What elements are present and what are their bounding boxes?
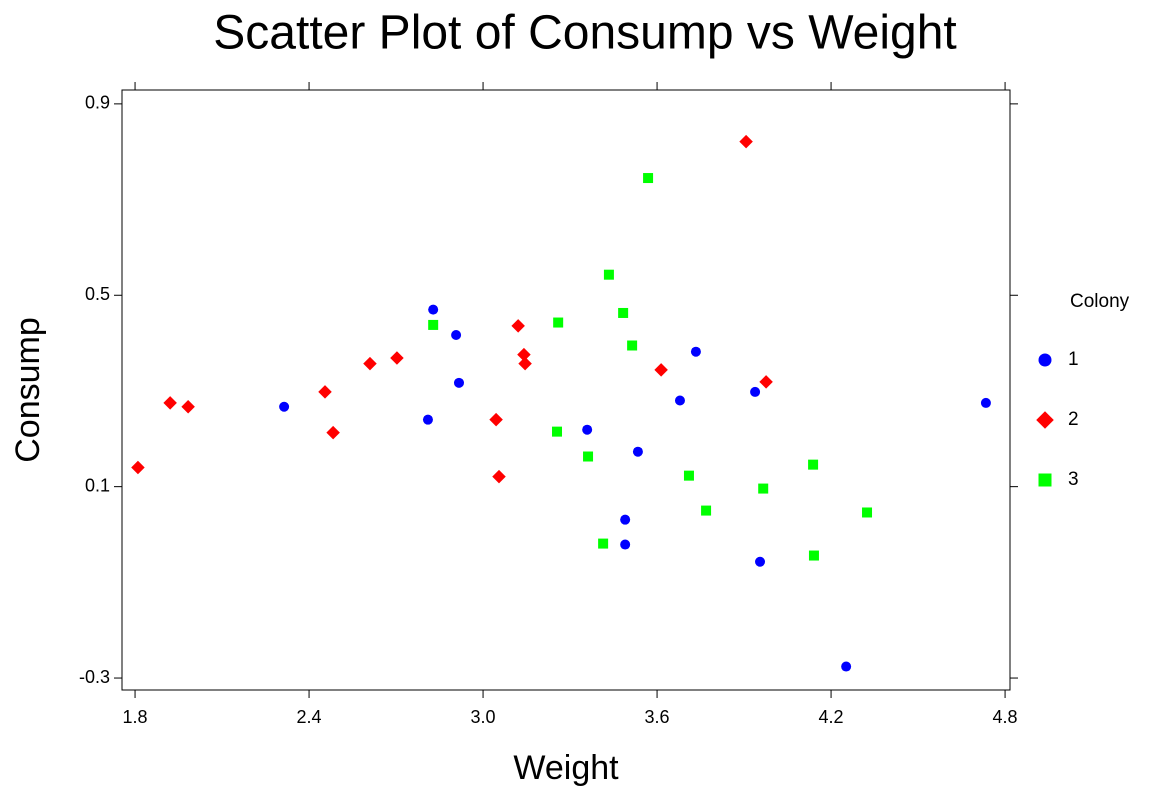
- point: [511, 319, 525, 333]
- plot-frame: [121, 89, 1011, 691]
- point: [583, 451, 594, 462]
- point: [598, 538, 609, 549]
- point: [363, 356, 377, 371]
- y-tick-label: 0.9: [85, 93, 110, 113]
- point: [862, 507, 873, 518]
- y-tick-label: 0.5: [85, 284, 110, 304]
- point: [582, 424, 593, 435]
- y-tick-label: 0.1: [85, 475, 110, 495]
- point: [492, 469, 506, 484]
- point: [627, 340, 638, 351]
- y-tick-label: -0.3: [79, 667, 110, 687]
- point: [654, 363, 668, 377]
- point: [422, 414, 433, 425]
- point: [808, 459, 819, 470]
- point: [620, 514, 631, 525]
- point: [603, 269, 614, 280]
- point: [163, 396, 177, 410]
- point: [980, 397, 991, 408]
- point: [428, 304, 439, 315]
- point: [620, 539, 631, 550]
- point: [618, 307, 629, 318]
- point: [131, 460, 145, 475]
- point: [739, 134, 753, 149]
- x-tick-label: 4.8: [993, 707, 1018, 727]
- point: [453, 377, 464, 388]
- x-tick-label: 2.4: [297, 707, 322, 727]
- point: [759, 375, 773, 389]
- point: [181, 399, 195, 414]
- point: [326, 425, 340, 440]
- legend-label: 2: [1068, 409, 1079, 430]
- point: [318, 385, 332, 399]
- point: [518, 356, 532, 371]
- point: [553, 317, 564, 328]
- point: [451, 329, 462, 340]
- point: [808, 550, 819, 561]
- point: [750, 386, 761, 397]
- x-tick-label: 3.0: [471, 707, 496, 727]
- point: [279, 401, 290, 412]
- point: [755, 556, 766, 567]
- chart-title: Scatter Plot of Consump vs Weight: [213, 7, 956, 60]
- x-axis-title: Weight: [513, 749, 619, 787]
- point: [674, 395, 685, 406]
- point: [390, 351, 404, 365]
- x-tick-label: 3.6: [645, 707, 670, 727]
- legend-label: 1: [1068, 349, 1079, 370]
- legend-label: 3: [1068, 469, 1079, 490]
- point: [758, 483, 769, 494]
- point: [643, 173, 654, 184]
- point: [517, 347, 531, 362]
- point: [690, 346, 701, 357]
- legend-title: Colony: [1070, 291, 1130, 312]
- x-tick-label: 1.8: [123, 707, 148, 727]
- point: [489, 412, 503, 427]
- x-tick-label: 4.2: [819, 707, 844, 727]
- point: [552, 426, 563, 437]
- legend-marker: [1038, 353, 1052, 367]
- point: [683, 470, 694, 481]
- point: [632, 446, 643, 457]
- point: [841, 661, 852, 672]
- point: [701, 505, 712, 516]
- legend-marker: [1038, 473, 1052, 487]
- y-axis-title: Consump: [9, 317, 47, 463]
- legend-marker: [1036, 411, 1054, 429]
- point: [428, 319, 439, 330]
